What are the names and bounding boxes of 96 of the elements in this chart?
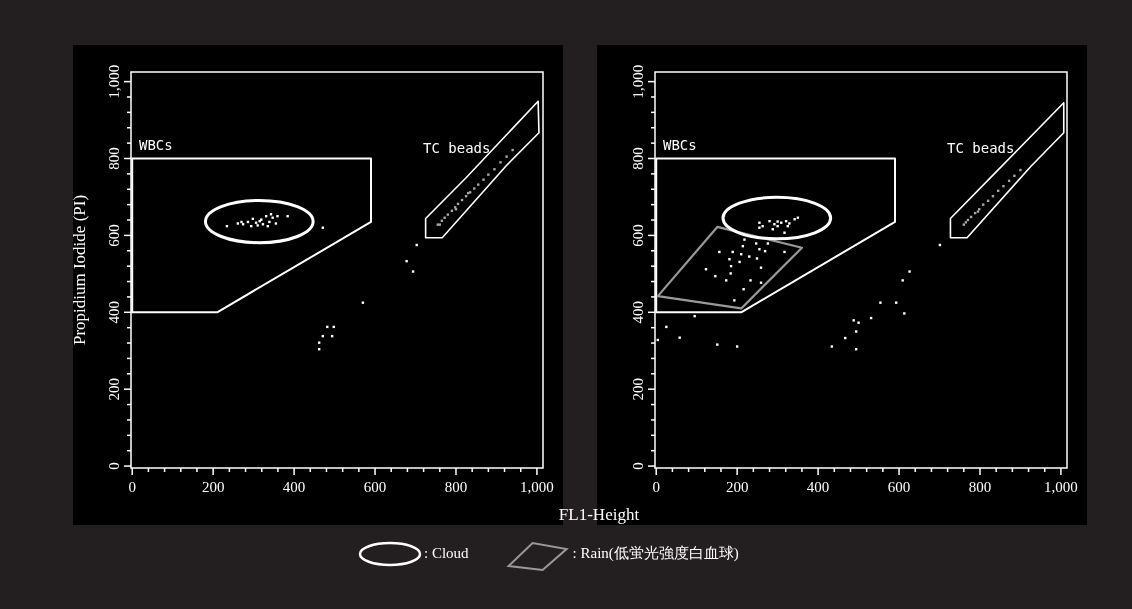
point — [857, 321, 860, 324]
y-tick-label: 200 — [106, 377, 122, 401]
point — [505, 155, 508, 158]
annotation: TC beads — [947, 140, 1015, 156]
point — [759, 266, 763, 269]
point — [728, 258, 731, 261]
x-tick-label: 200 — [201, 479, 225, 495]
point — [718, 250, 721, 254]
point — [738, 260, 741, 264]
point — [793, 218, 796, 221]
point — [317, 341, 321, 344]
point — [1019, 168, 1022, 172]
x-tick-label: 600 — [887, 479, 911, 495]
point — [776, 224, 779, 228]
point — [735, 345, 739, 348]
point — [1013, 174, 1016, 178]
text: : Rain(低蛍光強度白血球) — [572, 545, 739, 563]
y-tick-label: 1,000 — [630, 64, 646, 99]
annotation: WBCs — [139, 137, 173, 153]
point — [714, 274, 717, 278]
point — [852, 319, 855, 322]
x-tick-label: 800 — [968, 479, 992, 495]
x-tick-label: 800 — [444, 479, 468, 495]
point — [755, 257, 759, 260]
point — [908, 270, 911, 273]
x-tick-label: 0 — [128, 479, 136, 495]
point — [901, 279, 904, 282]
y-tick-label: 600 — [630, 224, 646, 247]
point — [879, 301, 882, 304]
point — [758, 248, 761, 251]
x-tick-label: 1,000 — [1044, 479, 1078, 495]
y-tick-label: 400 — [106, 301, 122, 324]
point — [748, 255, 751, 258]
point — [511, 148, 514, 152]
point — [446, 213, 450, 216]
point — [758, 221, 761, 224]
point — [268, 220, 271, 224]
point — [743, 238, 746, 241]
point — [411, 270, 415, 273]
point — [286, 214, 289, 218]
point — [693, 314, 696, 318]
point — [405, 259, 408, 263]
x-tick-label: 0 — [652, 479, 660, 495]
y-tick-label: 600 — [106, 224, 122, 247]
point — [274, 222, 278, 225]
point — [236, 222, 240, 225]
point — [725, 279, 728, 282]
y-tick-label: 800 — [630, 147, 646, 170]
point — [733, 299, 736, 302]
point — [749, 279, 752, 282]
y-tick-label: 0 — [630, 462, 646, 470]
point — [482, 178, 485, 181]
point — [761, 224, 764, 228]
point — [854, 330, 858, 333]
point — [276, 214, 279, 218]
x-axis-title: FL1-Height — [558, 505, 640, 524]
point — [487, 173, 490, 176]
point — [768, 219, 771, 223]
y-tick-label: 1,000 — [106, 64, 122, 99]
point — [477, 183, 480, 186]
point — [776, 220, 779, 223]
point — [1002, 184, 1005, 188]
point — [759, 281, 763, 284]
x-tick-label: 1,000 — [520, 479, 554, 495]
point — [895, 301, 898, 304]
x-tick-label: 400 — [806, 479, 830, 495]
point — [783, 250, 786, 254]
point — [773, 223, 776, 226]
point — [830, 345, 834, 348]
y-tick-label: 400 — [630, 301, 646, 324]
point — [766, 242, 770, 245]
y-tick-label: 800 — [106, 147, 122, 170]
point — [742, 288, 745, 291]
text: : Cloud — [424, 545, 470, 562]
point — [473, 187, 476, 190]
annotation: TC beads — [423, 140, 491, 156]
point — [754, 242, 758, 245]
point — [665, 325, 668, 329]
x-tick-label: 200 — [725, 479, 749, 495]
point — [903, 312, 906, 315]
x-tick-label: 400 — [282, 479, 306, 495]
point — [758, 226, 761, 229]
point — [783, 231, 786, 234]
point — [361, 301, 365, 304]
y-tick-label: 200 — [630, 377, 646, 401]
point — [493, 168, 496, 171]
y-tick-label: 0 — [106, 462, 122, 470]
point — [678, 336, 681, 339]
point — [982, 203, 985, 206]
point — [716, 343, 719, 346]
y-axis-title: Propidium Iodide (PI) — [70, 194, 89, 346]
point — [962, 223, 965, 226]
point — [729, 272, 732, 275]
x-tick-label: 600 — [363, 479, 387, 495]
point — [499, 161, 502, 164]
annotation: WBCs — [663, 137, 697, 153]
